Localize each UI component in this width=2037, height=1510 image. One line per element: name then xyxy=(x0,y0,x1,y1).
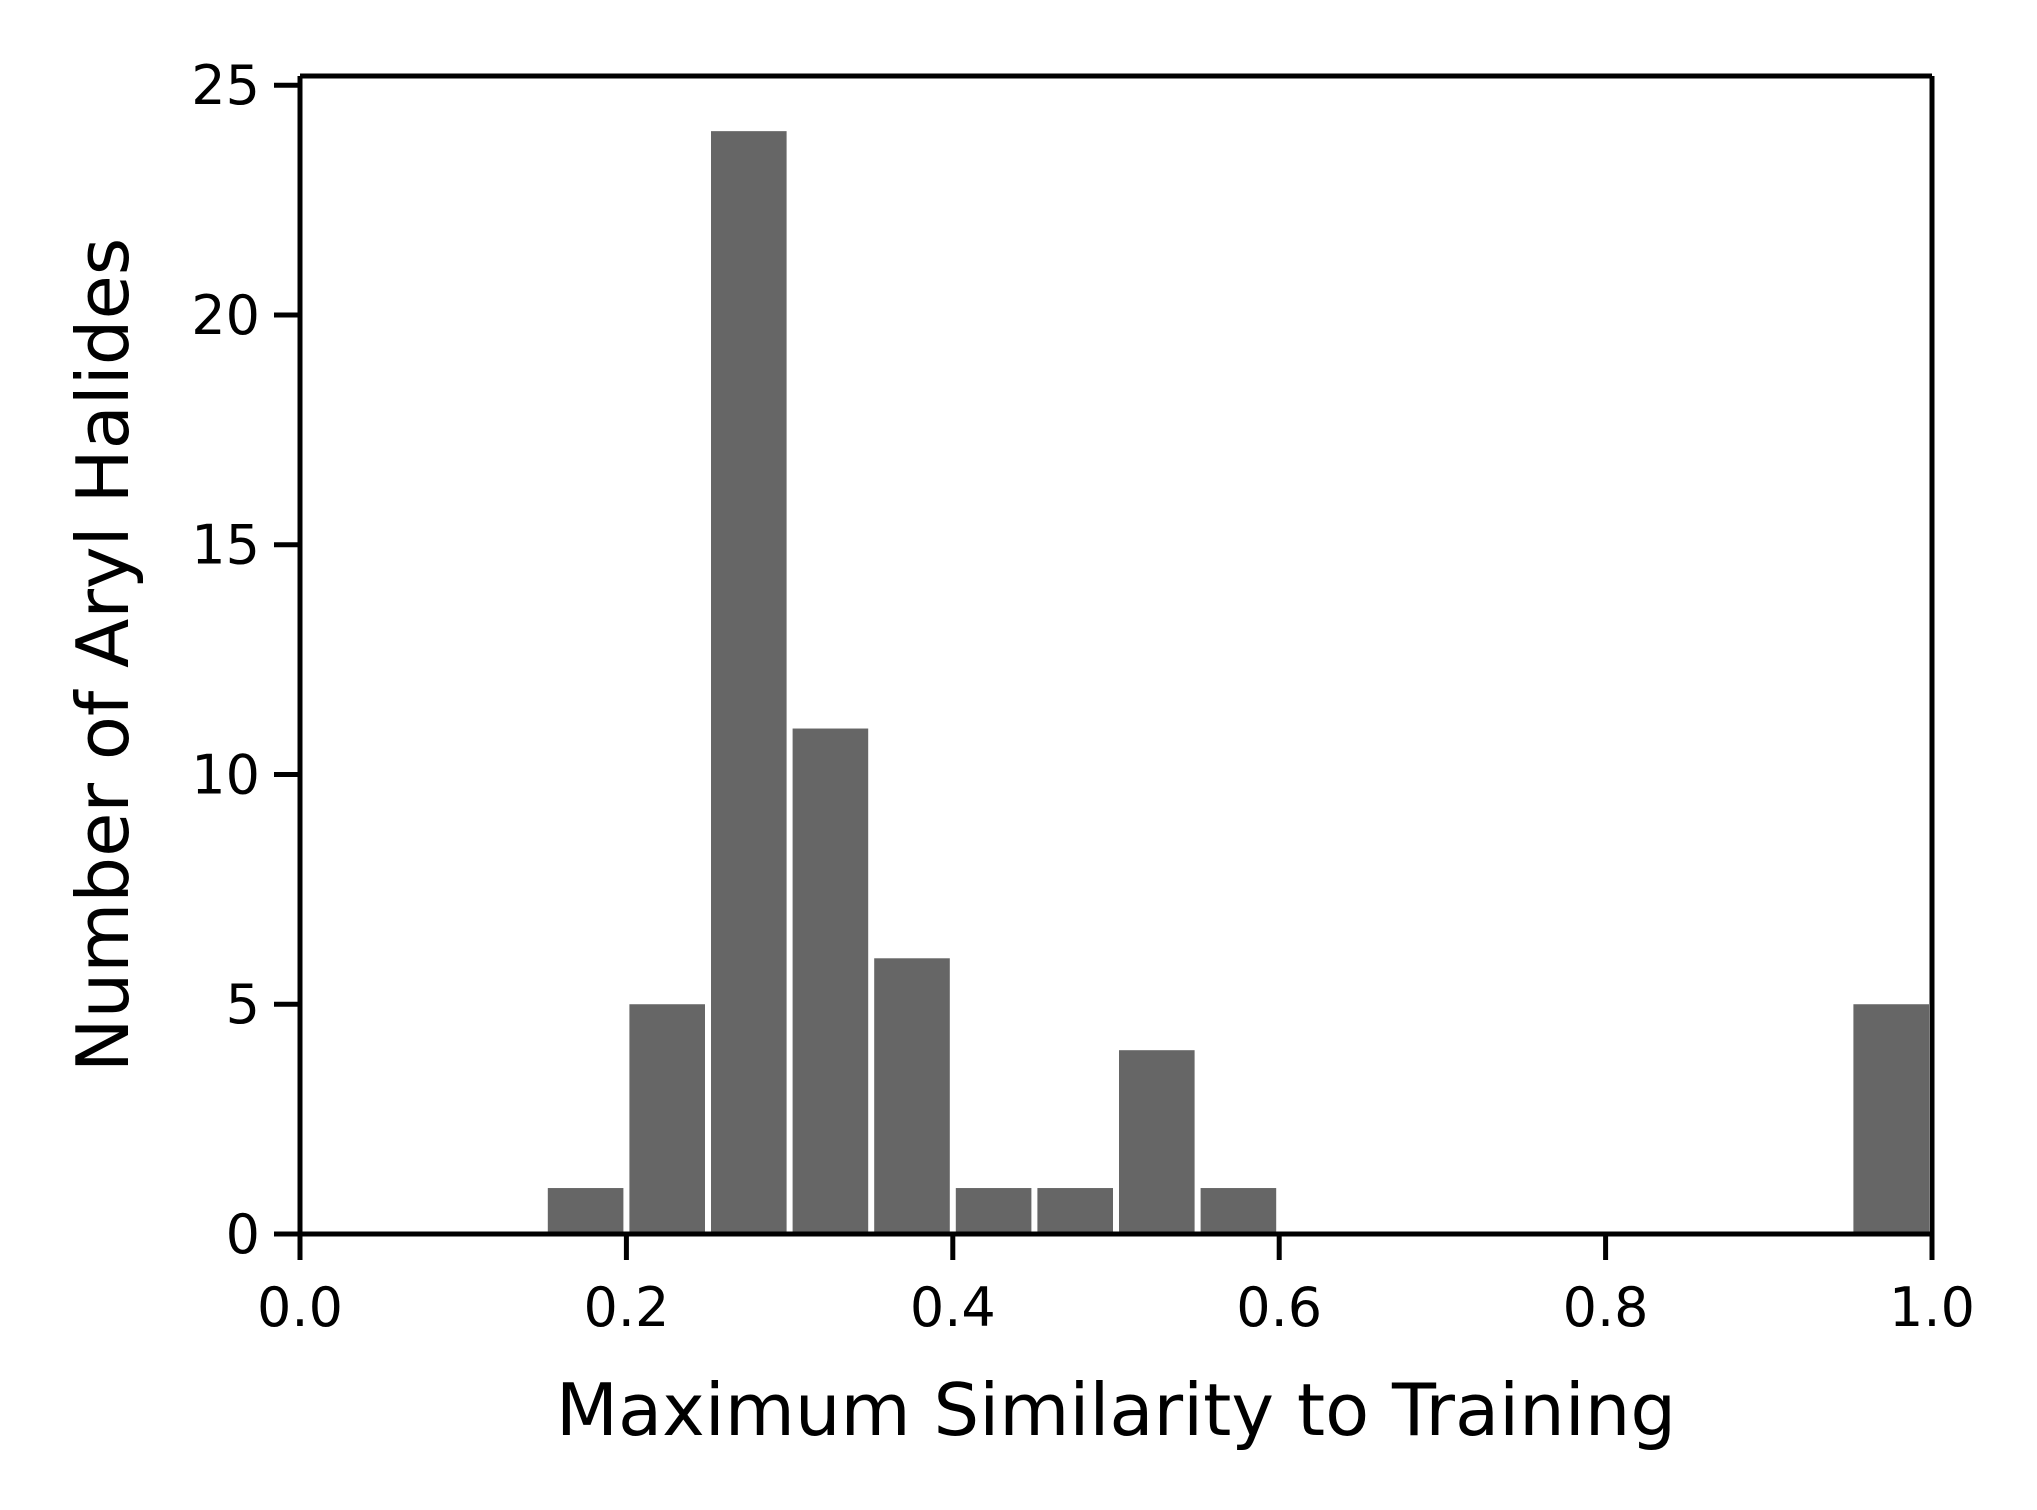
x-axis-title: Maximum Similarity to Training xyxy=(556,1368,1676,1452)
histogram-bar-5 xyxy=(955,1188,1032,1234)
axes-layer xyxy=(297,73,1935,1237)
histogram-bar-9 xyxy=(1853,1004,1929,1234)
x-ticks: 0.0 0.2 0.4 0.6 0.8 1.0 xyxy=(257,1234,1975,1339)
histogram-bar-7 xyxy=(1119,1050,1195,1234)
histogram-bar-2 xyxy=(711,131,787,1235)
histogram-bar-8 xyxy=(1200,1188,1277,1234)
histogram-bar-1 xyxy=(629,1004,705,1234)
y-tick-label-2: 10 xyxy=(191,743,260,806)
x-tick-label-4: 0.8 xyxy=(1563,1276,1649,1339)
x-tick-label-3: 0.6 xyxy=(1236,1276,1322,1339)
x-tick-label-1: 0.2 xyxy=(583,1276,669,1339)
x-tick-label-0: 0.0 xyxy=(257,1276,343,1339)
y-tick-label-1: 5 xyxy=(226,973,260,1036)
y-tick-label-3: 15 xyxy=(191,514,260,577)
histogram-bar-4 xyxy=(874,958,950,1234)
y-tick-label-4: 20 xyxy=(191,284,260,347)
bars-layer xyxy=(547,131,1929,1235)
histogram-bar-0 xyxy=(547,1188,624,1234)
x-tick-label-2: 0.4 xyxy=(910,1276,996,1339)
y-ticks: 0 5 10 15 20 25 xyxy=(191,54,300,1266)
histogram-bar-6 xyxy=(1037,1188,1113,1234)
x-tick-label-5: 1.0 xyxy=(1889,1276,1975,1339)
y-axis-title: Number of Aryl Halides xyxy=(61,238,145,1073)
y-tick-label-5: 25 xyxy=(191,54,260,117)
y-tick-label-0: 0 xyxy=(226,1203,260,1266)
histogram-bar-3 xyxy=(792,728,869,1234)
